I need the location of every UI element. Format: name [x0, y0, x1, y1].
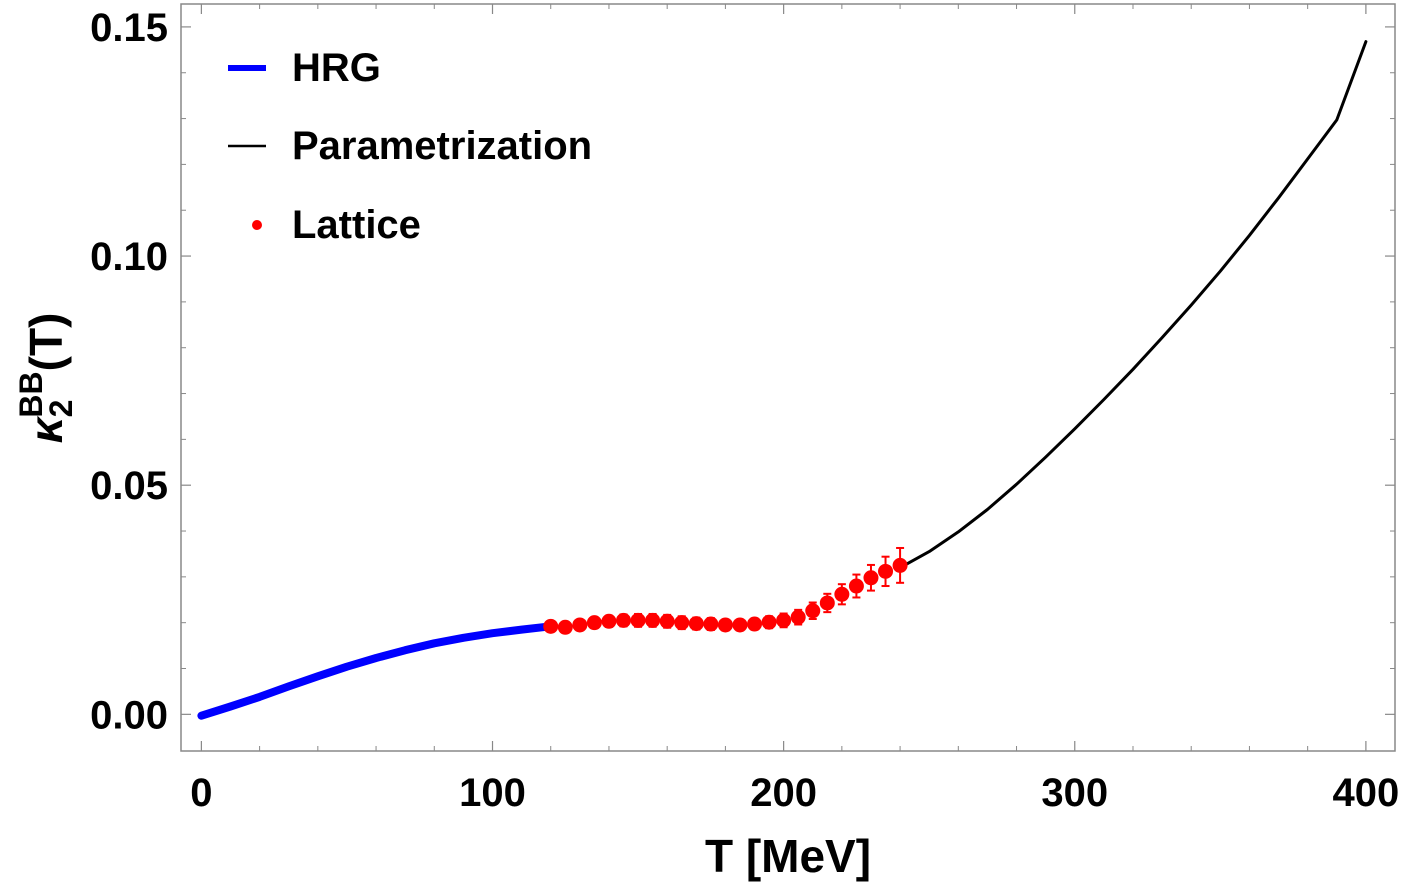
lattice-point [834, 583, 850, 606]
lattice-marker [674, 615, 690, 631]
y-tick-label: 0.15 [90, 6, 168, 50]
lattice-marker [819, 595, 835, 611]
lattice-point [572, 617, 588, 633]
lattice-point [674, 615, 690, 631]
lattice-marker [732, 617, 748, 633]
series-layer [197, 40, 1368, 720]
x-tick-label: 200 [750, 771, 817, 815]
lattice-point [863, 563, 879, 592]
lattice-marker [848, 578, 864, 594]
lattice-point [776, 612, 792, 629]
y-tick-labels: 0.00 0.05 0.10 0.15 [90, 6, 168, 737]
parametrization-line [898, 40, 1368, 570]
lattice-point [703, 616, 719, 632]
y-axis-title: κ2BB(T) [13, 313, 79, 444]
legend-lattice-label: Lattice [292, 203, 421, 247]
lattice-point [805, 601, 821, 621]
lattice-marker [645, 612, 661, 628]
y-tick-label: 0.10 [90, 235, 168, 279]
lattice-point [645, 612, 661, 628]
legend-lattice-swatch [252, 220, 262, 230]
y-axis-title-base: κ [20, 415, 72, 443]
lattice-marker [863, 570, 879, 586]
x-tick-labels: 0 100 200 300 400 [190, 771, 1399, 815]
legend-parametrization-label: Parametrization [292, 124, 592, 168]
lattice-marker [601, 613, 617, 629]
lattice-point [732, 617, 748, 633]
lattice-point [586, 615, 602, 631]
lattice-marker [630, 612, 646, 628]
lattice-marker [586, 615, 602, 631]
y-tick-label: 0.05 [90, 464, 168, 508]
lattice-marker [703, 616, 719, 632]
lattice-marker [717, 617, 733, 633]
x-tick-label: 100 [459, 771, 526, 815]
lattice-point [790, 608, 806, 626]
lattice-marker [572, 617, 588, 633]
x-tick-label: 400 [1333, 771, 1400, 815]
lattice-point [630, 612, 646, 628]
x-tick-label: 0 [190, 771, 212, 815]
lattice-marker [557, 619, 573, 635]
lattice-point [557, 619, 573, 635]
y-axis-title-subscript: 2 [43, 400, 79, 418]
lattice-marker [892, 557, 908, 573]
lattice-point [717, 617, 733, 633]
lattice-marker [747, 616, 763, 632]
y-axis-title-suffix: (T) [20, 313, 72, 372]
lattice-point [892, 546, 908, 584]
lattice-point [659, 613, 675, 629]
lattice-point [601, 613, 617, 629]
lattice-point [688, 616, 704, 632]
lattice-point [761, 614, 777, 630]
lattice-marker [543, 618, 559, 634]
major-ticks [181, 4, 1395, 751]
lattice-marker [790, 609, 806, 625]
lattice-point [819, 592, 835, 614]
lattice-point [616, 612, 632, 628]
x-tick-label: 300 [1041, 771, 1108, 815]
lattice-marker [776, 612, 792, 628]
lattice-marker [616, 612, 632, 628]
y-axis-title-superscript: BB [13, 371, 49, 417]
lattice-marker [834, 586, 850, 602]
lattice-point [848, 573, 864, 599]
lattice-marker [761, 614, 777, 630]
legend: HRG Parametrization Lattice [228, 46, 592, 247]
minor-ticks [181, 4, 1395, 751]
lattice-point [747, 616, 763, 632]
lattice-point [878, 555, 894, 588]
lattice-marker [878, 563, 894, 579]
hrg-line [197, 622, 555, 720]
lattice-point [543, 618, 559, 634]
y-tick-label: 0.00 [90, 693, 168, 737]
legend-hrg-label: HRG [292, 46, 381, 90]
lattice-marker [805, 603, 821, 619]
x-axis-title: T [MeV] [705, 830, 871, 882]
lattice-marker [688, 616, 704, 632]
lattice-marker [659, 613, 675, 629]
plot-frame [180, 3, 1396, 752]
